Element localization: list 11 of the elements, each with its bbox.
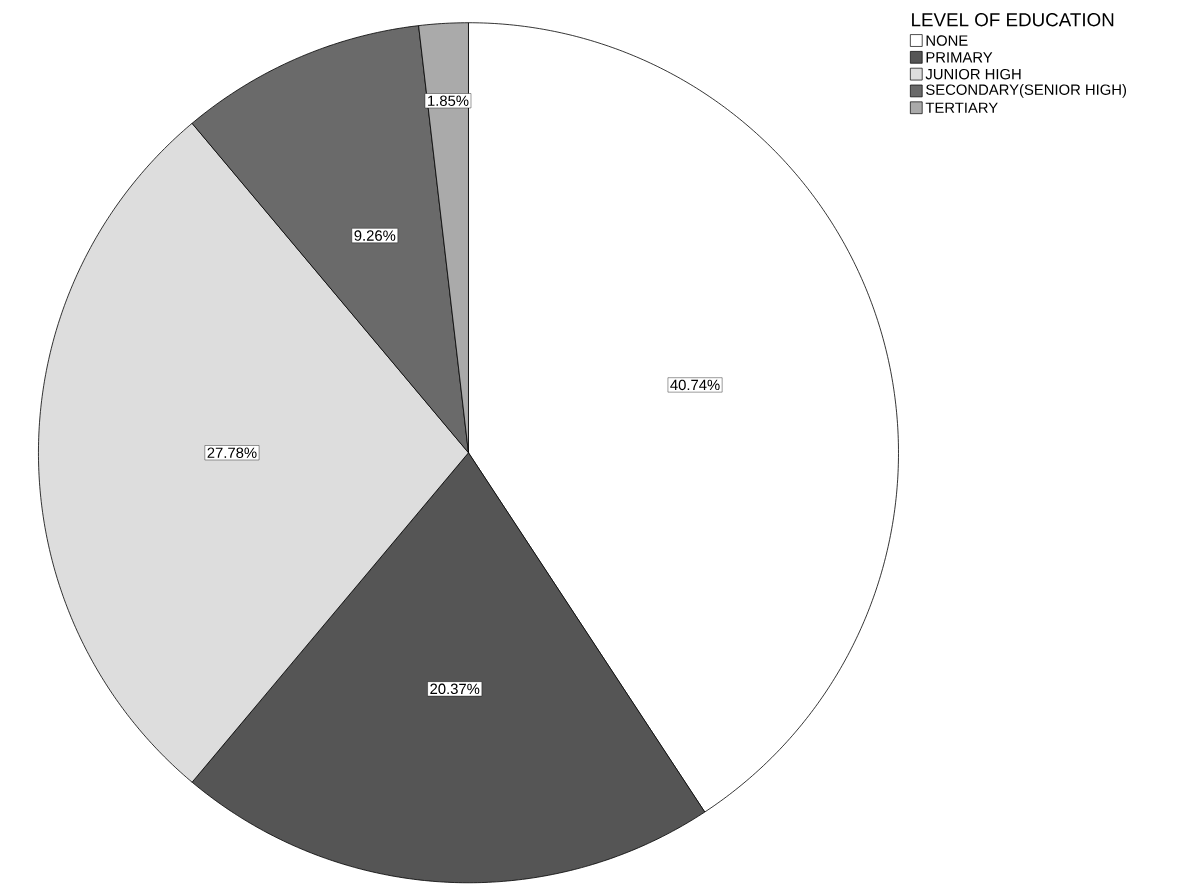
legend-label: NONE [926,35,968,46]
data-label: 40.74% [670,379,720,391]
data-label: 27.78% [207,447,257,459]
data-label: 20.37% [430,683,480,695]
data-label: 9.26% [354,230,396,241]
legend-label: PRIMARY [926,52,993,63]
data-label: 1.85% [428,95,469,107]
legend-title: LEVEL OF EDUCATION [912,13,1114,27]
legend-label: JUNIOR HIGH [925,69,1021,80]
legend-label: SECONDARY(SENIOR HIGH) [926,84,1127,98]
legend-label: TERTIARY [925,102,998,113]
